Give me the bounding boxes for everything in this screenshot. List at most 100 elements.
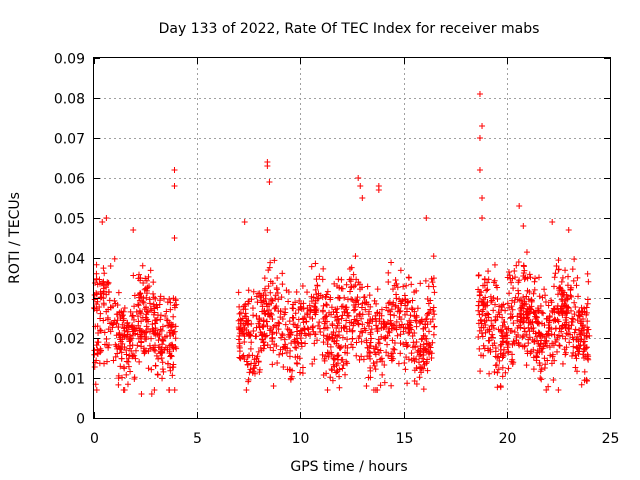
data-point	[124, 319, 131, 326]
data-point	[407, 312, 414, 319]
data-point	[532, 330, 539, 337]
data-point	[134, 342, 141, 349]
data-point	[350, 307, 357, 314]
data-point	[334, 353, 341, 360]
data-point	[255, 290, 262, 297]
data-point	[152, 325, 159, 332]
data-point	[127, 342, 134, 349]
data-point	[539, 294, 546, 301]
data-point	[486, 337, 493, 344]
data-point	[563, 344, 570, 351]
data-point	[374, 286, 381, 293]
data-point	[274, 275, 281, 282]
data-point	[121, 327, 128, 334]
data-point	[385, 300, 392, 307]
data-point	[329, 377, 336, 384]
x-tick-label: 0	[90, 431, 99, 447]
data-point	[288, 340, 295, 347]
data-point	[367, 355, 374, 362]
data-point	[396, 322, 403, 329]
data-point	[264, 342, 271, 349]
data-point	[385, 328, 392, 335]
data-point	[119, 340, 126, 347]
data-point	[137, 290, 144, 297]
data-point	[324, 288, 331, 295]
data-point	[171, 302, 178, 309]
data-point	[536, 293, 543, 300]
axis-ticks: 0 0.01 0.02 0.03 0.04 0.05 0.06 0.07 0.08 0.09 0 5 1…	[54, 52, 620, 448]
data-point	[100, 317, 107, 324]
data-point	[294, 360, 301, 367]
data-point	[100, 278, 107, 285]
data-point	[357, 183, 364, 189]
data-point	[582, 353, 589, 360]
data-point	[360, 356, 367, 363]
data-point	[492, 317, 499, 324]
data-point	[235, 289, 242, 296]
data-point	[307, 331, 314, 338]
data-point	[323, 313, 330, 320]
data-point	[396, 308, 403, 315]
data-point	[95, 339, 102, 346]
data-point	[535, 274, 542, 281]
data-point	[289, 314, 296, 321]
data-point	[578, 304, 585, 311]
data-point	[430, 253, 437, 260]
data-point	[393, 326, 400, 333]
x-tick-label: 15	[396, 431, 414, 447]
data-point	[556, 284, 563, 291]
data-point	[551, 274, 558, 281]
data-point	[396, 296, 403, 303]
data-point	[267, 289, 274, 296]
data-point	[484, 286, 491, 293]
data-point	[256, 369, 263, 376]
data-point	[478, 324, 485, 331]
data-point	[329, 367, 336, 374]
data-point	[430, 308, 437, 315]
y-axis-title: ROTI / TECUs	[7, 192, 23, 284]
data-point	[364, 283, 371, 290]
data-point	[246, 298, 253, 305]
data-point	[309, 324, 316, 331]
data-point	[143, 304, 150, 311]
data-point	[485, 276, 492, 283]
data-point	[324, 341, 331, 348]
data-point	[97, 315, 104, 322]
data-point	[397, 350, 404, 357]
data-point	[339, 312, 346, 319]
data-point	[349, 328, 356, 335]
data-point	[411, 367, 418, 374]
data-point	[338, 343, 345, 350]
data-point	[409, 306, 416, 313]
data-point	[382, 335, 389, 342]
data-point	[517, 311, 524, 318]
data-point	[254, 353, 261, 360]
data-point	[381, 361, 388, 368]
data-point	[571, 256, 578, 263]
data-point	[383, 349, 390, 356]
data-point	[539, 345, 546, 352]
data-point	[157, 293, 164, 300]
data-point	[302, 340, 309, 347]
data-point	[327, 374, 334, 381]
data-point	[291, 321, 298, 328]
data-point	[261, 275, 268, 282]
data-point	[92, 280, 99, 287]
data-point	[421, 361, 428, 368]
data-point	[420, 325, 427, 332]
data-point	[356, 356, 363, 363]
data-point	[163, 308, 170, 315]
data-point	[420, 365, 427, 372]
data-point	[279, 281, 286, 288]
data-point	[244, 320, 251, 327]
data-point	[391, 312, 398, 319]
data-point	[490, 325, 497, 332]
data-point	[413, 314, 420, 321]
data-point	[93, 275, 100, 282]
data-point	[324, 349, 331, 356]
data-point	[525, 310, 532, 317]
data-point	[245, 321, 252, 328]
data-point	[308, 298, 315, 305]
data-point	[559, 274, 566, 281]
data-point	[424, 296, 431, 303]
